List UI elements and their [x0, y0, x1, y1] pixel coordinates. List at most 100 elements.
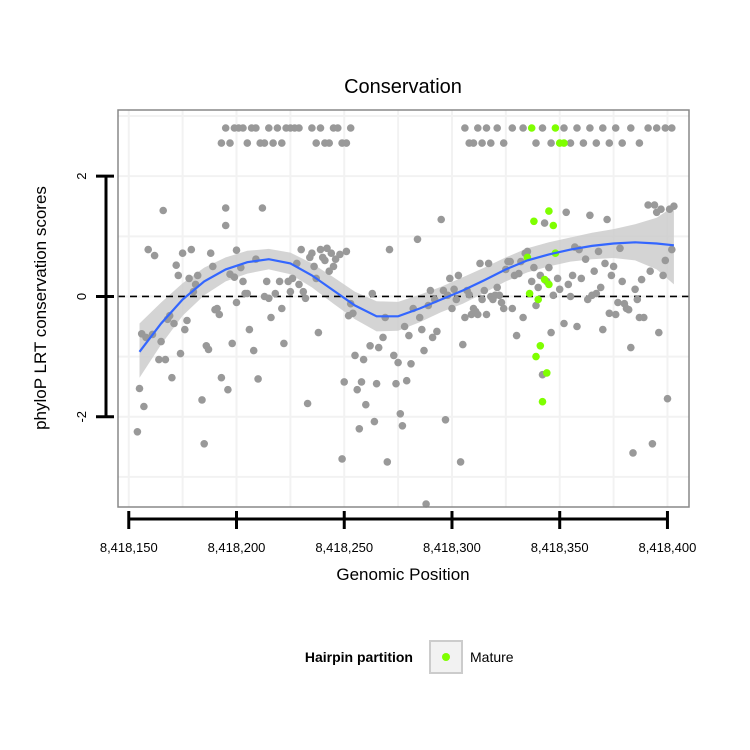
data-point — [176, 349, 185, 358]
data-point — [534, 283, 542, 292]
x-tick-label: 8,418,300 — [423, 540, 481, 555]
mature-data-point — [545, 207, 553, 215]
data-point — [157, 337, 165, 346]
data-point — [314, 328, 323, 337]
data-point — [566, 292, 575, 301]
data-point — [607, 271, 616, 280]
data-point — [342, 247, 351, 256]
data-point — [661, 124, 670, 132]
mature-data-point — [536, 342, 545, 350]
data-point — [278, 304, 286, 313]
data-point — [368, 289, 377, 298]
data-point — [415, 313, 424, 322]
data-point — [663, 394, 672, 403]
data-point — [299, 287, 308, 296]
data-point — [590, 267, 598, 276]
data-point — [519, 313, 527, 322]
data-point — [254, 375, 262, 383]
data-point — [555, 285, 564, 294]
data-point — [532, 301, 540, 310]
mature-data-point — [549, 221, 558, 230]
data-point — [629, 449, 637, 457]
data-point — [614, 298, 622, 307]
x-tick-label: 8,418,200 — [208, 540, 266, 555]
data-point — [265, 294, 273, 303]
data-point — [150, 251, 159, 260]
data-point — [618, 277, 626, 286]
data-point — [644, 124, 652, 132]
data-point — [336, 250, 344, 259]
data-point — [355, 425, 364, 433]
data-point — [392, 379, 400, 388]
data-point — [484, 259, 493, 268]
data-point — [495, 291, 504, 300]
x-tick-label: 8,418,250 — [315, 540, 373, 555]
data-point — [461, 124, 469, 132]
data-point — [668, 245, 676, 254]
data-point — [310, 262, 318, 271]
data-point — [178, 249, 187, 257]
data-point — [478, 295, 486, 304]
data-point — [461, 313, 469, 322]
mature-data-point — [532, 352, 540, 361]
data-point — [252, 124, 260, 132]
data-point — [308, 249, 316, 257]
data-point — [221, 204, 230, 212]
mature-data-point — [551, 124, 560, 132]
data-point — [243, 139, 252, 147]
data-point — [523, 247, 532, 256]
mature-data-point — [560, 139, 568, 147]
data-point — [265, 124, 273, 132]
data-point — [170, 319, 178, 328]
confidence-band — [139, 206, 674, 378]
data-point — [631, 285, 639, 294]
data-point — [221, 221, 230, 230]
data-point — [579, 139, 588, 147]
data-point — [228, 339, 236, 348]
data-point — [140, 402, 148, 411]
y-tick-label: 2 — [74, 173, 89, 180]
data-point — [301, 294, 310, 303]
data-point — [506, 257, 514, 266]
data-point — [185, 274, 193, 283]
data-point — [198, 396, 206, 404]
data-point — [519, 124, 527, 132]
data-point — [243, 289, 252, 298]
data-point — [398, 422, 407, 430]
mature-data-point — [525, 289, 534, 298]
data-point — [633, 295, 642, 304]
data-point — [547, 139, 555, 147]
data-point — [508, 304, 517, 313]
data-point — [446, 274, 454, 283]
mature-data-point — [543, 369, 551, 377]
legend-mature-marker — [442, 653, 450, 661]
data-point — [297, 245, 306, 254]
data-point — [661, 256, 670, 265]
data-point — [334, 124, 342, 132]
data-point — [437, 215, 446, 224]
data-point — [532, 139, 540, 147]
data-point — [493, 283, 502, 292]
data-point — [627, 124, 635, 132]
data-point — [553, 274, 562, 283]
data-point — [527, 277, 536, 286]
data-point — [187, 245, 196, 254]
data-point — [226, 139, 234, 147]
data-point — [545, 263, 553, 272]
mature-data-point — [538, 397, 547, 406]
data-point — [159, 206, 167, 215]
data-point — [487, 139, 495, 147]
data-point — [616, 244, 624, 253]
data-point — [538, 124, 547, 132]
data-point — [450, 285, 458, 294]
data-point — [482, 124, 491, 132]
data-point — [308, 124, 316, 132]
data-point — [549, 291, 558, 300]
data-point — [476, 259, 484, 268]
data-point — [346, 124, 355, 132]
x-tick-label: 8,418,150 — [100, 540, 158, 555]
data-points — [133, 124, 678, 508]
data-point — [394, 358, 402, 367]
data-point — [650, 201, 659, 209]
legend-entry-mature: Mature — [470, 649, 514, 665]
